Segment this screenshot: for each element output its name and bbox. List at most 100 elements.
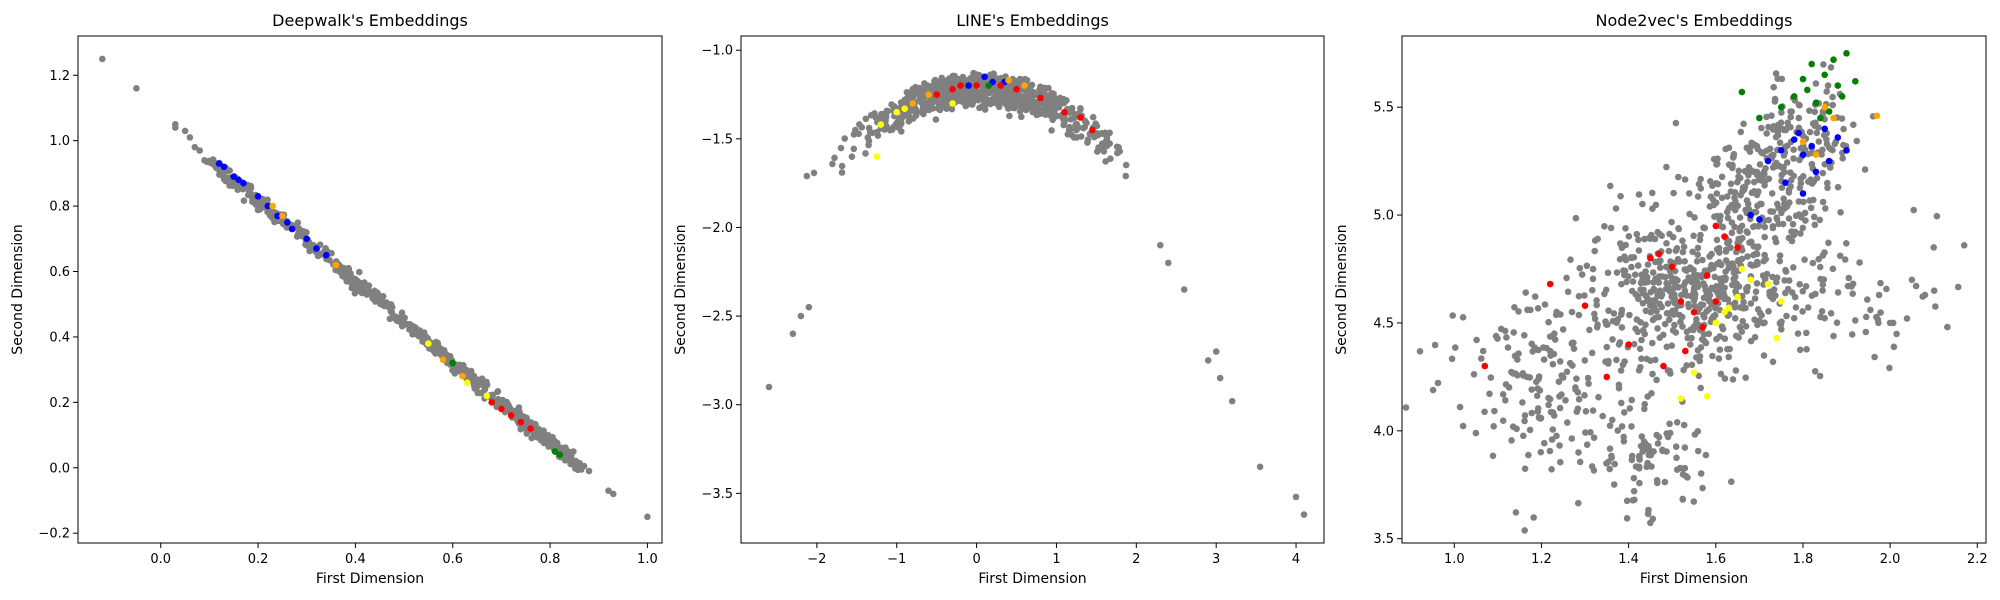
scatter-point: [1743, 228, 1750, 235]
scatter-point: [430, 344, 438, 352]
scatter-point: [1593, 297, 1600, 304]
scatter-point: [1743, 197, 1751, 204]
scatter-point: [1758, 200, 1765, 208]
scatter-point: [1681, 258, 1688, 265]
scatter-point: [1647, 288, 1655, 296]
scatter-point: [1623, 497, 1631, 505]
scatter-point: [1756, 161, 1764, 168]
scatter-point: [1448, 355, 1456, 363]
scatter-point: [965, 82, 972, 89]
scatter-point: [1742, 206, 1749, 214]
scatter-point: [1618, 280, 1625, 288]
scatter-point: [1788, 237, 1796, 245]
scatter-point: [803, 172, 811, 180]
scatter-point: [1877, 279, 1884, 287]
scatter-point: [1771, 98, 1779, 105]
scatter-point: [1626, 405, 1634, 412]
scatter-point: [1449, 312, 1456, 319]
scatter-point: [1777, 103, 1785, 111]
scatter-point: [1033, 111, 1040, 119]
scatter-point: [1812, 151, 1820, 158]
scatter-point: [940, 84, 948, 92]
scatter-point: [1764, 157, 1772, 165]
scatter-point: [1479, 347, 1487, 355]
scatter-point: [1742, 374, 1749, 382]
scatter-point: [1747, 276, 1754, 284]
scatter-point: [1728, 478, 1735, 486]
scatter-point: [1709, 352, 1716, 360]
scatter-point: [1690, 284, 1698, 292]
x-axis-label: First Dimension: [1640, 571, 1748, 587]
scatter-point: [1724, 214, 1732, 222]
scatter-point: [1852, 78, 1859, 85]
scatter-point: [1666, 420, 1673, 428]
scatter-point: [1663, 240, 1670, 247]
scatter-point: [1691, 214, 1698, 221]
scatter-point: [644, 513, 651, 521]
scatter-point: [264, 208, 271, 216]
scatter-point: [976, 104, 983, 112]
scatter-point: [1680, 421, 1688, 429]
scatter-point: [1825, 239, 1832, 247]
scatter-point: [1812, 80, 1820, 87]
scatter-point: [377, 297, 385, 304]
scatter-point: [933, 91, 940, 98]
scatter-point: [905, 113, 913, 120]
scatter-point: [1687, 277, 1694, 285]
scatter-point: [1850, 121, 1857, 128]
scatter-point: [1790, 155, 1797, 162]
scatter-point: [1930, 244, 1937, 251]
y-axis-label: Second Dimension: [1334, 224, 1350, 354]
scatter-point: [1603, 321, 1610, 328]
scatter-point: [294, 219, 302, 226]
scatter-point: [1519, 399, 1526, 406]
scatter-point: [1679, 495, 1686, 503]
scatter-point: [1694, 251, 1701, 258]
scatter-point: [1556, 442, 1563, 449]
scatter-point: [810, 169, 818, 177]
scatter-point: [855, 130, 862, 138]
scatter-point: [837, 144, 845, 152]
scatter-point: [1677, 298, 1685, 305]
scatter-point: [1006, 112, 1013, 120]
scatter-point: [1799, 151, 1807, 158]
scatter-point: [1769, 126, 1777, 133]
scatter-point: [1102, 158, 1109, 165]
scatter-point: [1682, 347, 1689, 355]
y-tick-label: 4.5: [1373, 316, 1394, 331]
scatter-point: [1824, 184, 1831, 192]
chart-title: Deepwalk's Embeddings: [272, 11, 468, 30]
scatter-point: [1693, 258, 1701, 265]
scatter-point: [865, 124, 873, 132]
scatter-point: [1616, 339, 1624, 346]
scatter-point: [1676, 258, 1683, 265]
scatter-point: [858, 124, 866, 131]
scatter-point: [1548, 466, 1555, 473]
scatter-point: [1734, 293, 1741, 301]
scatter-point: [348, 284, 356, 292]
scatter-point: [1764, 280, 1772, 288]
y-tick-label: 0.4: [49, 330, 70, 345]
scatter-point: [1521, 465, 1529, 473]
scatter-point: [1515, 350, 1522, 357]
scatter-point: [1092, 120, 1099, 127]
scatter-point: [443, 351, 450, 358]
scatter-point: [1292, 493, 1300, 501]
y-tick-label: 3.5: [1373, 532, 1394, 547]
scatter-point: [1774, 75, 1781, 82]
scatter-point: [1663, 310, 1671, 317]
scatter-point: [1690, 498, 1698, 505]
scatter-point: [1785, 186, 1793, 193]
scatter-point: [1737, 174, 1744, 182]
scatter-point: [1081, 123, 1088, 131]
scatter-point: [1603, 460, 1610, 467]
scatter-point: [1589, 275, 1597, 283]
y-tick-label: 1.2: [49, 69, 70, 84]
scatter-point: [1796, 156, 1803, 164]
scatter-point: [1714, 155, 1721, 162]
scatter-point: [1819, 198, 1827, 206]
y-tick-label: 0.0: [49, 461, 70, 476]
scatter-point: [246, 185, 253, 193]
scatter-point: [1790, 172, 1797, 180]
scatter-point: [1101, 129, 1109, 137]
